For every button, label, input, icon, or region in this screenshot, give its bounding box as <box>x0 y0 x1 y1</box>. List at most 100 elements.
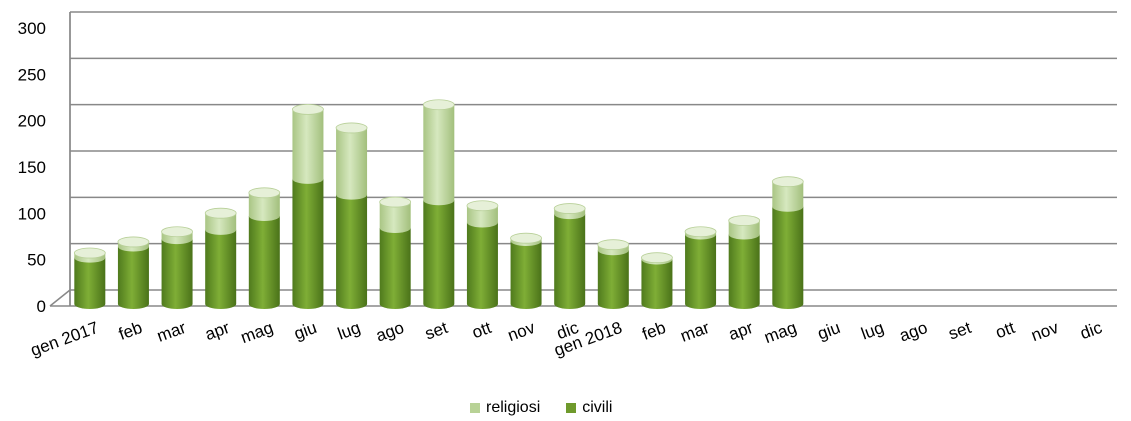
bar-body <box>772 206 804 309</box>
bar-body <box>336 127 368 200</box>
bar-body <box>205 213 237 235</box>
x-axis-ticks: gen 2017 feb mar apr mag giu lug ago set ott nov di… <box>28 318 1105 360</box>
y-tick-label: 250 <box>18 65 46 84</box>
bar-body <box>423 104 455 206</box>
x-tick-label: set <box>946 318 974 344</box>
bar-religiosi-9 <box>466 205 498 228</box>
bar-body <box>248 215 280 309</box>
bar-cap <box>597 239 630 251</box>
bar-body <box>336 194 368 309</box>
x-tick-label: lug <box>335 318 363 344</box>
bar-civili-3 <box>205 229 237 309</box>
bar-cap <box>73 247 106 259</box>
floor-edge <box>49 289 71 307</box>
x-tick-label: feb <box>116 318 145 344</box>
bar-civili-13 <box>641 259 673 309</box>
x-tick-label: set <box>422 318 450 344</box>
bar-body <box>379 202 411 234</box>
bar-cap <box>771 176 804 188</box>
bar-body <box>423 200 455 309</box>
x-tick-label: mar <box>154 318 188 346</box>
bar-civili-2 <box>161 239 193 309</box>
x-tick-label: feb <box>640 318 669 344</box>
x-tick-label: mar <box>678 318 712 346</box>
legend: religiosi civili <box>470 399 612 417</box>
bar-civili-8 <box>423 200 455 309</box>
bar-civili-15 <box>728 234 760 309</box>
bar-cap <box>292 104 324 115</box>
bar-body <box>554 214 586 309</box>
legend-item-civili: civili <box>566 399 612 417</box>
bar-civili-4 <box>248 215 280 309</box>
legend-swatch-civili <box>566 403 577 413</box>
bar-cap <box>641 252 673 264</box>
x-tick-label: lug <box>859 318 887 344</box>
x-tick-label: giu <box>291 318 319 344</box>
bar-body <box>292 178 324 309</box>
bar-civili-0 <box>74 257 106 309</box>
bar-civili-6 <box>336 194 368 309</box>
bar-religiosi-4 <box>248 192 280 221</box>
bar-civili-5 <box>292 178 324 309</box>
x-tick-label: apr <box>726 318 756 344</box>
bar-cap <box>161 226 193 238</box>
bar-body <box>248 192 280 221</box>
bar-civili-12 <box>597 250 629 309</box>
bar-cap <box>248 187 281 199</box>
bar-body <box>466 222 498 309</box>
bar-body <box>641 259 673 309</box>
bar-cap <box>422 99 455 111</box>
bar-religiosi-16 <box>772 181 804 212</box>
y-tick-label: 300 <box>18 19 46 38</box>
bar-body <box>379 228 411 309</box>
legend-label-civili: civili <box>582 399 613 416</box>
bar-cap <box>204 207 237 219</box>
bar-body <box>728 234 760 309</box>
bar-cap <box>510 232 542 244</box>
bar-body <box>772 181 804 212</box>
x-tick-label: apr <box>202 318 232 344</box>
bar-religiosi-5 <box>292 109 324 184</box>
bar-religiosi-7 <box>379 202 411 234</box>
bar-civili-16 <box>772 206 804 309</box>
bar-body <box>74 257 106 309</box>
bar-cap <box>553 203 586 214</box>
legend-label-religiosi: religiosi <box>486 399 541 416</box>
x-tick-label: ott <box>993 318 1018 342</box>
y-tick-label: 200 <box>18 112 46 131</box>
bar-body <box>292 109 324 184</box>
x-tick-label: nov <box>505 318 538 345</box>
bars <box>73 99 804 309</box>
x-tick-label: mag <box>238 318 276 347</box>
x-tick-label: giu <box>815 318 843 344</box>
x-tick-label: dic <box>1078 318 1105 343</box>
x-tick-label: ago <box>373 318 406 346</box>
y-axis-ticks: 0 50 100 150 200 250 300 <box>18 19 46 316</box>
bar-civili-9 <box>466 222 498 309</box>
bar-body <box>117 246 149 309</box>
y-tick-label: 0 <box>37 297 46 316</box>
x-tick-label: nov <box>1029 318 1062 345</box>
x-tick-label: ott <box>470 318 495 342</box>
bar-civili-10 <box>510 240 542 309</box>
bar-civili-11 <box>554 214 586 309</box>
legend-swatch-religiosi <box>470 403 480 413</box>
bar-religiosi-6 <box>336 127 368 200</box>
bar-body <box>466 205 498 228</box>
bar-body <box>205 229 237 309</box>
x-tick-label: ago <box>897 318 930 346</box>
bar-civili-7 <box>379 228 411 309</box>
bar-cap <box>684 226 717 238</box>
bar-body <box>685 234 717 309</box>
x-tick-label: mag <box>762 318 800 347</box>
bar-religiosi-8 <box>423 104 455 206</box>
legend-item-religiosi: religiosi <box>470 399 540 417</box>
bar-body <box>510 240 542 309</box>
y-tick-label: 50 <box>27 251 46 270</box>
bar-body <box>161 239 193 309</box>
y-tick-label: 100 <box>18 204 46 223</box>
bar-cap <box>117 236 150 248</box>
bar-civili-1 <box>117 246 149 309</box>
